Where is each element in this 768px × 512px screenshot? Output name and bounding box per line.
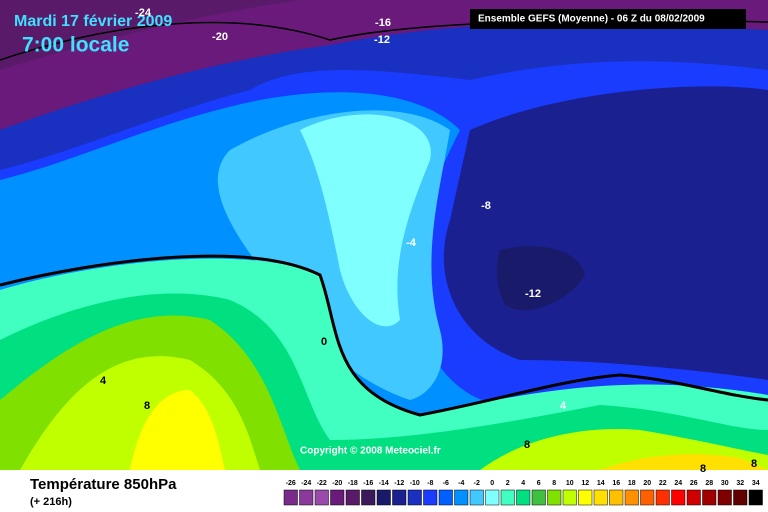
colorbar-label: 30 [721,480,729,487]
contour-label: 0 [321,336,327,348]
colorbar-label: -8 [427,480,433,487]
colorbar-swatch [361,489,376,506]
colorbar-swatch [376,489,391,506]
contour-label: -24 [135,7,152,19]
colorbar-label: 28 [705,480,713,487]
colorbar-label: -18 [348,480,358,487]
contour-label: -8 [481,200,491,212]
contour-label: -12 [374,34,390,46]
colorbar-swatch [686,489,701,506]
colorbar-swatch [547,489,562,506]
colorbar-swatch [516,489,531,506]
colorbar: -26 -24 -22 -20 -18 -16 -14 -12 -10 -8 -6 -4 -2 0 2 4 6 8… [283,480,763,506]
colorbar-swatch [748,489,763,506]
colorbar-label: 12 [581,480,589,487]
colorbar-label: 16 [612,480,620,487]
colorbar-label: 10 [566,480,574,487]
run-box [470,9,746,29]
local-time: 7:00 locale [22,34,129,57]
colorbar-swatch [655,489,670,506]
colorbar-swatch [671,489,686,506]
contour-label: -4 [406,237,417,249]
colorbar-label: -6 [443,480,449,487]
map-background [0,0,768,470]
colorbar-label: -16 [363,480,373,487]
colorbar-label: -12 [394,480,404,487]
colorbar-label: 18 [628,480,636,487]
colorbar-swatch [392,489,407,506]
colorbar-swatch [500,489,515,506]
colorbar-label: -24 [301,480,311,487]
colorbar-swatch [330,489,345,506]
date: Mardi 17 février 2009 [14,13,172,30]
colorbar-swatch [345,489,360,506]
colorbar-swatch [438,489,453,506]
colorbar-swatch [593,489,608,506]
colorbar-swatch [299,489,314,506]
contour-label: 8 [751,458,757,470]
colorbar-label: 34 [752,480,760,487]
colorbar-label: -10 [410,480,420,487]
colorbar-label: 26 [690,480,698,487]
colorbar-swatch [454,489,469,506]
colorbar-label: 4 [521,480,525,487]
contour-label: -16 [375,17,391,29]
contour-label: 8 [700,463,706,475]
colorbar-label: -4 [458,480,464,487]
colorbar-swatch [624,489,639,506]
colorbar-label: -2 [474,480,480,487]
colorbar-label: -22 [317,480,327,487]
colorbar-swatch [407,489,422,506]
colorbar-swatch [702,489,717,506]
colorbar-label: 24 [674,480,682,487]
colorbar-swatch [733,489,748,506]
colorbar-label: -14 [379,480,389,487]
contour-label: 4 [100,375,107,387]
colorbar-swatch [562,489,577,506]
colorbar-label: 32 [736,480,744,487]
footer-title: Température 850hPa [30,476,177,493]
colorbar-label: 6 [537,480,541,487]
colorbar-label: 0 [490,480,494,487]
contour-label: -20 [212,31,228,43]
colorbar-swatch [531,489,546,506]
colorbar-swatch [640,489,655,506]
colorbar-label: -20 [332,480,342,487]
colorbar-swatch [283,489,298,506]
colorbar-label: 20 [643,480,651,487]
contour-label: -12 [525,288,541,300]
footer-subtitle: (+ 216h) [30,496,72,508]
colorbar-swatch [717,489,732,506]
colorbar-swatch [609,489,624,506]
colorbar-label: 2 [506,480,510,487]
colorbar-swatch [469,489,484,506]
contour-label: 4 [560,400,567,412]
colorbar-swatch [485,489,500,506]
colorbar-swatch [423,489,438,506]
contour-label: 8 [144,400,150,412]
colorbar-label: 14 [597,480,605,487]
run-info: Ensemble GEFS (Moyenne) - 06 Z du 08/02/… [478,14,705,25]
contour-label: 8 [524,439,530,451]
colorbar-swatch [578,489,593,506]
colorbar-swatch [314,489,329,506]
colorbar-label: 22 [659,480,667,487]
colorbar-label: 8 [552,480,556,487]
copyright: Copyright © 2008 Meteociel.fr [300,446,441,457]
contour-labels: -24 -20 -16 -12 -8 -4 0 4 8 -12 4 8 8 8 [100,7,757,475]
colorbar-label: -26 [286,480,296,487]
